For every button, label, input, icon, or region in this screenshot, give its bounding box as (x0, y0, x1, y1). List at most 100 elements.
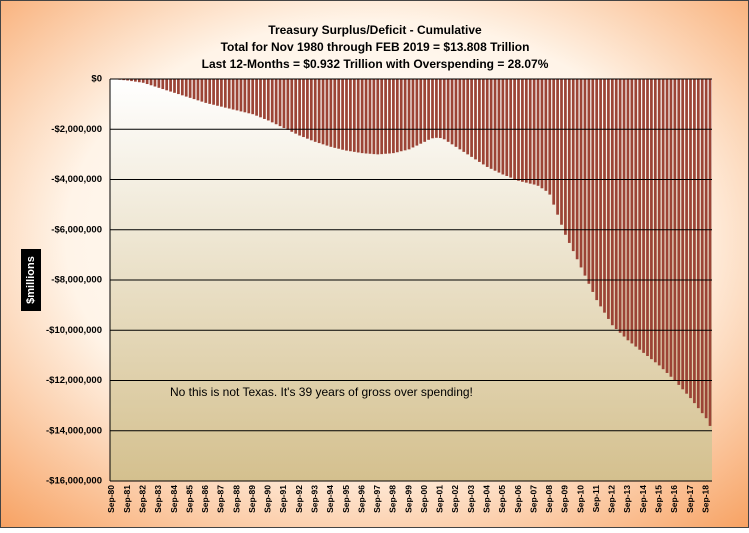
bar (627, 79, 630, 340)
y-tick-label: -$8,000,000 (51, 275, 102, 286)
x-tick-label: Sep-96 (356, 485, 366, 513)
bar (560, 79, 563, 225)
bar (298, 79, 301, 136)
y-tick-label: $0 (91, 74, 102, 85)
x-tick-label: Sep-94 (325, 485, 335, 513)
bar (705, 79, 708, 418)
bar (357, 79, 360, 152)
bar (228, 79, 231, 109)
bar (568, 79, 571, 243)
bar (451, 79, 454, 144)
x-tick-label: Sep-07 (528, 485, 538, 513)
bar (642, 79, 645, 353)
x-tick-label: Sep-86 (200, 485, 210, 513)
bar (486, 79, 489, 167)
bar (427, 79, 430, 140)
y-tick-label: -$14,000,000 (46, 425, 102, 436)
bar (646, 79, 649, 356)
x-tick-label: Sep-89 (247, 485, 257, 513)
bar (458, 79, 461, 149)
bar (197, 79, 200, 100)
bar (380, 79, 383, 154)
y-tick-label: -$16,000,000 (46, 476, 102, 487)
bar (494, 79, 497, 171)
bar (337, 79, 340, 149)
bar (271, 79, 274, 122)
x-tick-label: Sep-83 (153, 485, 163, 513)
bar (470, 79, 473, 157)
x-tick-label: Sep-02 (450, 485, 460, 513)
x-tick-label: Sep-99 (403, 485, 413, 513)
bar (275, 79, 278, 124)
bar (415, 79, 418, 146)
x-tick-label: Sep-11 (591, 485, 601, 513)
bar (611, 79, 614, 325)
bar (392, 79, 395, 153)
bar (591, 79, 594, 292)
bar (165, 79, 168, 90)
bar (603, 79, 606, 313)
bar (501, 79, 504, 174)
bar (662, 79, 665, 369)
x-tick-label: Sep-87 (216, 485, 226, 513)
bar (243, 79, 246, 112)
x-tick-label: Sep-88 (231, 485, 241, 513)
bar (322, 79, 325, 144)
annotation: No this is not Texas. It's 39 years of g… (170, 385, 473, 399)
bar (697, 79, 700, 408)
bar (654, 79, 657, 362)
x-tick-label: Sep-00 (419, 485, 429, 513)
bar (361, 79, 364, 153)
bar (490, 79, 493, 169)
bar (533, 79, 536, 185)
bar (310, 79, 313, 140)
bar (552, 79, 555, 205)
bar (157, 79, 160, 88)
x-tick-label: Sep-92 (294, 485, 304, 513)
bar (240, 79, 243, 111)
x-tick-label: Sep-10 (575, 485, 585, 513)
bar (255, 79, 258, 116)
bar (193, 79, 196, 99)
x-tick-label: Sep-09 (560, 485, 570, 513)
bar (294, 79, 297, 134)
bar (185, 79, 188, 97)
bar (529, 79, 532, 184)
bar (681, 79, 684, 389)
bar (251, 79, 254, 114)
bar (267, 79, 270, 120)
bar (447, 79, 450, 142)
bar (318, 79, 321, 143)
bar (638, 79, 641, 350)
x-tick-label: Sep-98 (388, 485, 398, 513)
x-tick-label: Sep-04 (481, 485, 491, 513)
bar (208, 79, 211, 104)
bar (333, 79, 336, 148)
bar (232, 79, 235, 110)
bar (189, 79, 192, 98)
bar (314, 79, 317, 142)
bar (509, 79, 512, 178)
bar (365, 79, 368, 153)
bar (302, 79, 305, 137)
bar (388, 79, 391, 153)
bar (607, 79, 610, 319)
bar (548, 79, 551, 195)
bar (353, 79, 356, 152)
bar (224, 79, 227, 108)
bar (541, 79, 544, 188)
bar (345, 79, 348, 151)
bar (482, 79, 485, 164)
bar (181, 79, 184, 95)
x-tick-label: Sep-03 (466, 485, 476, 513)
bar (658, 79, 661, 365)
bar (396, 79, 399, 152)
y-tick-label: -$12,000,000 (46, 375, 102, 386)
bar (455, 79, 458, 147)
x-tick-label: Sep-08 (544, 485, 554, 513)
bar (634, 79, 637, 347)
bar (623, 79, 626, 337)
bar (576, 79, 579, 259)
bar (615, 79, 618, 329)
